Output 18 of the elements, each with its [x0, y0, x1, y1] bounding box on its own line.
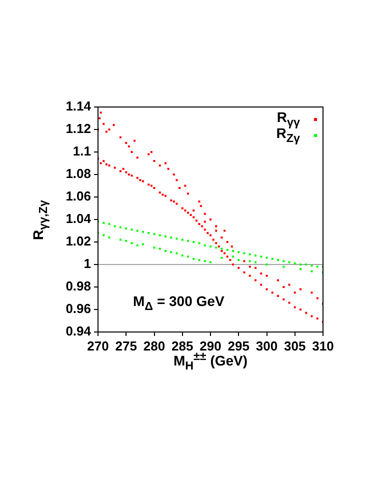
y-tick-label: 1.12 — [66, 121, 91, 136]
x-tick-label: 300 — [256, 338, 278, 354]
y-tick-label: 1 — [84, 256, 91, 272]
y-tick-label: 1.1 — [72, 144, 91, 159]
y-tick-label: 1.04 — [66, 211, 92, 226]
y-tick-label: 0.94 — [66, 324, 92, 339]
y-tick-label: 0.98 — [66, 278, 91, 294]
y-tick-label: 1.14 — [66, 98, 92, 114]
x-tick-label: 280 — [143, 338, 166, 354]
x-tick-label: 310 — [312, 338, 334, 354]
x-tick-label: 275 — [115, 338, 137, 354]
x-tick-label: 270 — [87, 338, 109, 354]
y-tick-label: 1.06 — [66, 188, 91, 204]
x-tick-label: 305 — [284, 338, 306, 354]
y-tick-label: 0.96 — [66, 301, 91, 316]
annotation: M$_{Δ}$ = 300 GeV — [133, 293, 224, 313]
y-tick-label: 1.02 — [66, 234, 91, 249]
y-tick-label: 1.08 — [66, 166, 91, 182]
